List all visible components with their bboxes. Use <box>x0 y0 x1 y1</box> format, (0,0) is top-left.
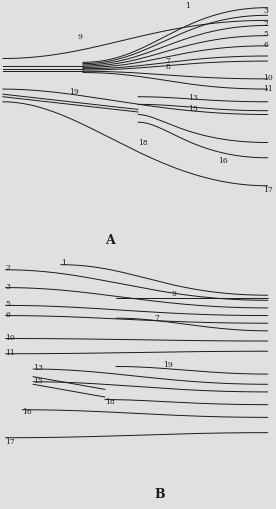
Text: 17: 17 <box>264 186 273 193</box>
Text: 18: 18 <box>105 398 115 406</box>
Text: 2: 2 <box>6 265 10 272</box>
Text: 3: 3 <box>6 282 10 291</box>
Text: 15: 15 <box>188 105 197 113</box>
Text: 8: 8 <box>166 63 171 71</box>
Text: 11: 11 <box>6 349 15 357</box>
Text: 2: 2 <box>264 20 269 28</box>
Text: 9: 9 <box>77 33 82 41</box>
Text: 5: 5 <box>6 300 10 308</box>
Text: 10: 10 <box>6 334 15 342</box>
Text: 7: 7 <box>155 314 160 322</box>
Text: 18: 18 <box>138 139 148 147</box>
Text: 5: 5 <box>264 31 269 38</box>
Text: 6: 6 <box>6 310 10 319</box>
Text: A: A <box>105 234 115 247</box>
Text: 17: 17 <box>6 438 15 446</box>
Text: 16: 16 <box>22 408 32 416</box>
Text: 10: 10 <box>264 74 273 82</box>
Text: 15: 15 <box>33 377 43 385</box>
Text: 19: 19 <box>163 361 172 369</box>
Text: B: B <box>155 488 165 501</box>
Text: 13: 13 <box>188 94 198 102</box>
Text: 1: 1 <box>185 3 190 10</box>
Text: 9: 9 <box>171 290 176 298</box>
Text: 6: 6 <box>264 41 269 48</box>
Text: 11: 11 <box>264 84 273 93</box>
Text: 16: 16 <box>218 157 228 165</box>
Text: 3: 3 <box>264 8 269 15</box>
Text: 19: 19 <box>69 88 79 96</box>
Text: 13: 13 <box>33 364 43 372</box>
Text: 1: 1 <box>61 259 66 267</box>
Text: 7: 7 <box>166 56 171 65</box>
